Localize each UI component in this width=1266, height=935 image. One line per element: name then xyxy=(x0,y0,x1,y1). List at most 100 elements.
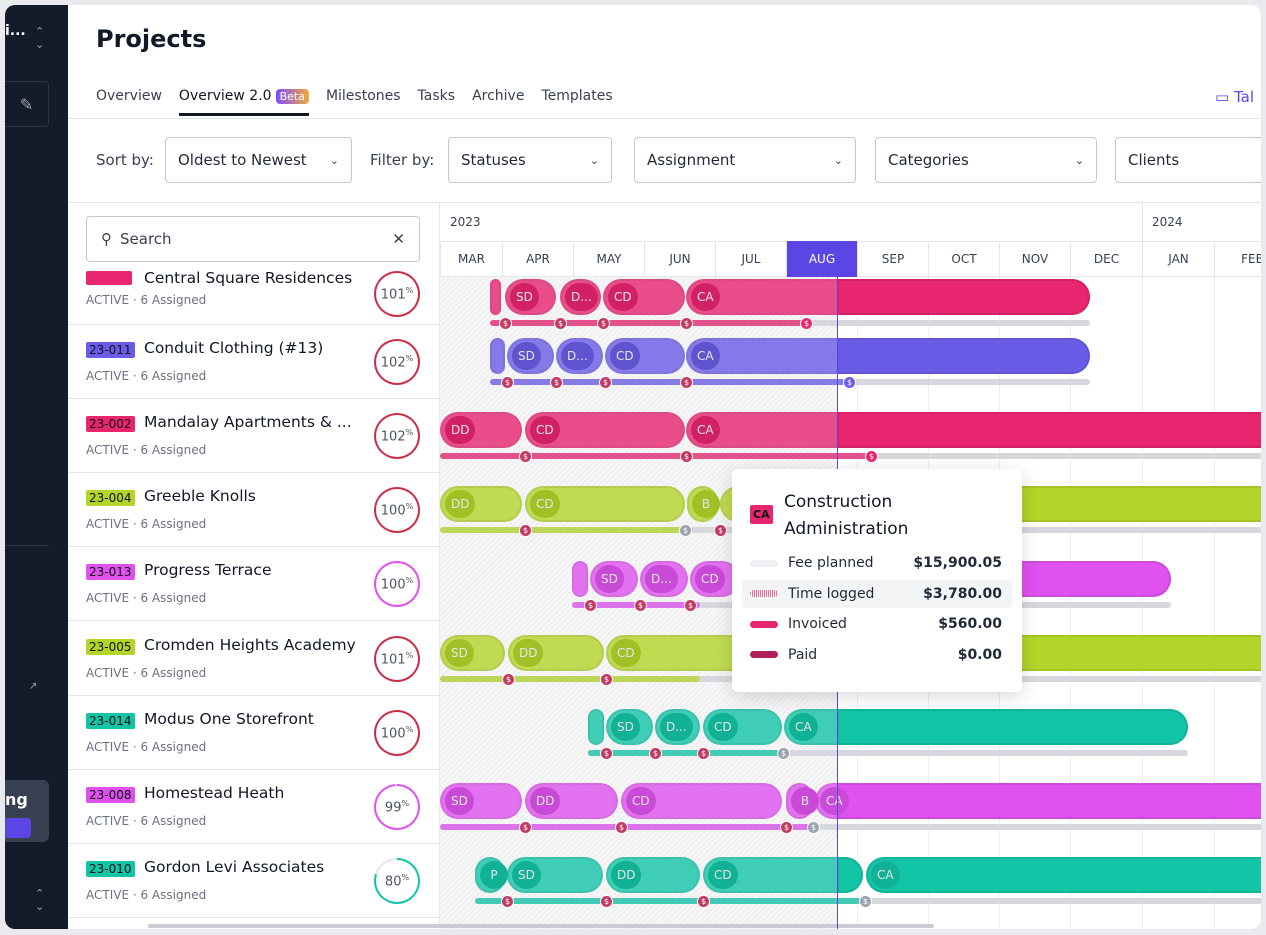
tab-tasks[interactable]: Tasks xyxy=(417,88,456,104)
statuses-select[interactable]: Statuses ⌄ xyxy=(448,137,612,183)
phase-label: D... xyxy=(660,713,693,741)
tooltip-title: Construction Administration xyxy=(784,492,909,539)
project-name[interactable]: Modus One Storefront xyxy=(144,710,314,728)
progress-ring: 100% xyxy=(374,561,420,607)
chevron-down-icon: ⌄ xyxy=(833,153,843,167)
search-icon: ⚲ xyxy=(101,230,112,248)
project-name[interactable]: Central Square Residences xyxy=(144,269,353,287)
project-row[interactable]: 23-005 Cromden Heights Academy ACTIVE · … xyxy=(68,622,440,696)
fee-line xyxy=(588,750,1188,756)
tooltip-value: $3,780.00 xyxy=(923,585,1002,602)
phase-bar-future xyxy=(837,338,1090,374)
phase-bar[interactable] xyxy=(490,279,501,315)
month-mar[interactable]: MAR xyxy=(440,241,502,277)
invoice-marker-icon: $ xyxy=(501,895,514,908)
switcher-icon[interactable]: ⌃ ⌄ xyxy=(35,25,45,51)
external-link-icon[interactable]: ↗ xyxy=(29,681,38,692)
month-feb[interactable]: FEB xyxy=(1214,241,1261,277)
clients-value: Clients xyxy=(1128,151,1180,169)
legend-swatch xyxy=(750,651,778,658)
project-name[interactable]: Mandalay Apartments & ... xyxy=(144,413,352,431)
project-row[interactable]: Central Square Residences ACTIVE · 6 Ass… xyxy=(68,265,440,325)
logged-line xyxy=(475,898,865,904)
month-jan[interactable]: JAN xyxy=(1142,241,1214,277)
project-row[interactable]: 23-004 Greeble Knolls ACTIVE · 6 Assigne… xyxy=(68,473,440,547)
project-name[interactable]: Gordon Levi Associates xyxy=(144,858,325,876)
project-code-badge xyxy=(86,271,132,285)
month-apr[interactable]: APR xyxy=(502,241,573,277)
phase-label: DD xyxy=(445,416,476,444)
month-jun[interactable]: JUN xyxy=(644,241,715,277)
month-nov[interactable]: NOV xyxy=(999,241,1070,277)
project-name[interactable]: Homestead Heath xyxy=(144,784,285,802)
year-label: 2023 xyxy=(450,215,481,229)
project-row[interactable]: 23-008 Homestead Heath ACTIVE · 6 Assign… xyxy=(68,770,440,844)
phase-label: SD xyxy=(445,787,474,815)
progress-ring: 80% xyxy=(374,858,420,904)
month-oct[interactable]: OCT xyxy=(928,241,999,277)
invoice-marker-icon: $ xyxy=(600,673,613,686)
clients-select[interactable]: Clients xyxy=(1115,137,1261,183)
project-name[interactable]: Greeble Knolls xyxy=(144,487,256,505)
project-list: ⚲ Search ✕ Central Square Residences ACTIV… xyxy=(68,203,440,929)
divider xyxy=(68,118,1261,119)
project-code-badge: 23-008 xyxy=(86,787,135,803)
project-name[interactable]: Progress Terrace xyxy=(144,561,272,579)
project-row[interactable]: 23-014 Modus One Storefront ACTIVE · 6 A… xyxy=(68,696,440,770)
tab-templates[interactable]: Templates xyxy=(541,88,613,104)
invoice-marker-icon: $ xyxy=(554,317,567,330)
invoice-marker-icon: $ xyxy=(680,376,693,389)
project-row[interactable]: 23-002 Mandalay Apartments & ... ACTIVE … xyxy=(68,399,440,473)
phase-label: DD xyxy=(445,490,476,518)
tab-archive[interactable]: Archive xyxy=(472,88,525,104)
user-switcher-icon[interactable]: ⌃ ⌄ xyxy=(35,887,45,913)
phase-label: CD xyxy=(626,787,656,815)
edit-icon[interactable]: ✎ xyxy=(5,81,49,127)
clear-icon[interactable]: ✕ xyxy=(392,230,405,248)
workspace-name[interactable]: i... xyxy=(5,23,26,39)
phase-bar[interactable] xyxy=(588,709,604,745)
month-jul[interactable]: JUL xyxy=(715,241,786,277)
project-row[interactable]: 23-010 Gordon Levi Associates ACTIVE · 6… xyxy=(68,844,440,918)
project-row[interactable]: 23-013 Progress Terrace ACTIVE · 6 Assig… xyxy=(68,547,440,621)
invoice-marker-icon: $ xyxy=(807,821,820,834)
month-may[interactable]: MAY xyxy=(573,241,644,277)
project-row[interactable]: 23-011 Conduit Clothing (#13) ACTIVE · 6… xyxy=(68,325,440,399)
divider xyxy=(5,545,49,546)
logged-line xyxy=(490,320,806,326)
invoice-marker-icon: $ xyxy=(600,895,613,908)
progress-percent: 100 xyxy=(380,577,406,593)
tooltip-label: Paid xyxy=(788,646,818,663)
phase-bar[interactable] xyxy=(490,338,505,374)
search-placeholder: Search xyxy=(120,230,172,248)
chevron-down-icon: ⌄ xyxy=(589,153,599,167)
chevron-down-icon: ⌄ xyxy=(329,153,339,167)
invoice-marker-icon: $ xyxy=(519,450,532,463)
phase-label: CD xyxy=(530,416,560,444)
tooltip-row: Time logged $3,780.00 xyxy=(742,579,1012,608)
assignment-select[interactable]: Assignment ⌄ xyxy=(634,137,856,183)
month-aug[interactable]: AUG xyxy=(786,241,857,277)
phase-bar[interactable] xyxy=(572,561,588,597)
tab-milestones[interactable]: Milestones xyxy=(325,88,401,104)
progress-ring: 101% xyxy=(374,636,420,682)
table-view-button[interactable]: ▭ Tal xyxy=(1215,88,1254,106)
phase-tooltip: CA Construction Administration Fee plann… xyxy=(732,469,1022,692)
sort-select[interactable]: Oldest to Newest ⌄ xyxy=(165,137,352,183)
tab-overview-2[interactable]: Overview 2.0 Beta xyxy=(178,88,309,116)
promo-card: ng xyxy=(5,780,49,842)
categories-select[interactable]: Categories ⌄ xyxy=(875,137,1097,183)
phase-bar[interactable] xyxy=(866,857,1261,893)
search-input[interactable]: ⚲ Search ✕ xyxy=(86,216,420,262)
project-name[interactable]: Cromden Heights Academy xyxy=(144,636,356,654)
promo-button[interactable] xyxy=(5,818,31,838)
month-sep[interactable]: SEP xyxy=(857,241,928,277)
project-code-badge: 23-002 xyxy=(86,416,135,432)
horizontal-scrollbar[interactable] xyxy=(148,924,934,928)
month-dec[interactable]: DEC xyxy=(1070,241,1142,277)
project-name[interactable]: Conduit Clothing (#13) xyxy=(144,339,324,357)
phase-label: CA xyxy=(691,342,720,370)
tab-overview[interactable]: Overview xyxy=(96,88,162,104)
legend-swatch xyxy=(750,559,778,567)
tooltip-label: Time logged xyxy=(788,585,875,602)
